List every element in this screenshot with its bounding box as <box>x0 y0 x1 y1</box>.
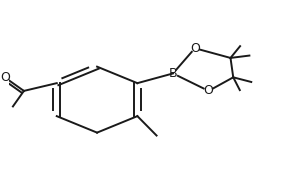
Text: O: O <box>204 84 214 97</box>
Text: O: O <box>0 71 10 84</box>
Text: B: B <box>169 67 177 80</box>
Text: O: O <box>190 42 200 55</box>
